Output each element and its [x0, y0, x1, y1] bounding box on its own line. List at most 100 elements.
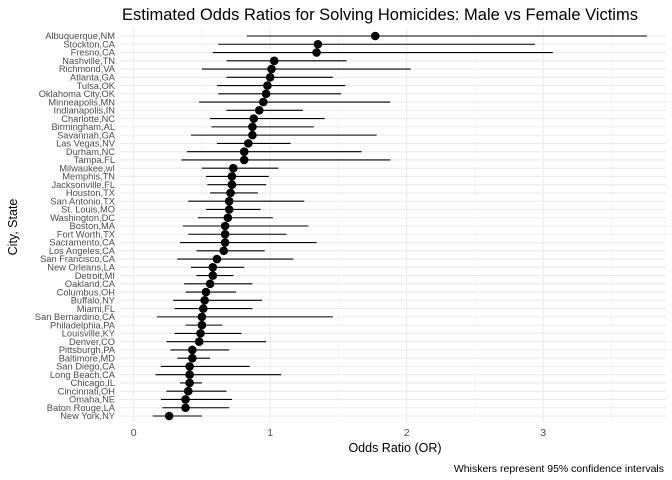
y-tick-label: Birmingham,AL [51, 122, 115, 132]
y-tick-label: Buffalo,NY [71, 296, 115, 306]
y-tick-label: Milwaukee,wI [59, 163, 115, 173]
y-tick-label: Miami,FL [77, 304, 115, 314]
y-tick-label: San Diego,CA [56, 362, 116, 372]
data-point [259, 97, 268, 107]
chart-title: Estimated Odds Ratios for Solving Homici… [122, 6, 638, 24]
data-point [312, 48, 321, 57]
x-tick-label: 1 [267, 427, 273, 439]
data-point [223, 213, 233, 223]
data-point [269, 56, 279, 66]
data-point [185, 362, 194, 371]
data-point [198, 304, 208, 313]
y-tick-label: Louisville,KY [62, 329, 115, 339]
y-tick-label: Baton Rouge,LA [47, 403, 116, 413]
y-tick-label: Columbus,OH [57, 287, 115, 297]
data-point [224, 196, 234, 206]
y-tick-label: Chicago,IL [71, 378, 115, 388]
y-tick-label: San Francisco,CA [40, 254, 116, 264]
data-point [200, 296, 209, 305]
y-tick-label: St. Louis,MO [61, 205, 115, 215]
y-tick-label: New York,NY [60, 411, 115, 421]
data-point [208, 271, 218, 280]
data-point [201, 287, 211, 297]
data-point [313, 39, 323, 49]
y-tick-labels: Albuquerque,NMStockton,CAFresno,CANashvi… [35, 31, 116, 421]
y-tick-label: Omaha,NE [69, 395, 115, 405]
data-point [261, 89, 271, 99]
data-point [267, 64, 276, 74]
data-point [249, 114, 259, 123]
data-point [220, 238, 230, 247]
y-tick-label: Tampa,FL [74, 155, 115, 165]
y-tick-label: San Bernardino,CA [35, 312, 116, 322]
data-point [239, 147, 249, 156]
y-tick-label: Atlanta,GA [70, 73, 116, 83]
data-point [220, 221, 230, 231]
chart-caption: Whiskers represent 95% confidence interv… [454, 463, 664, 475]
y-axis-title: City, State [6, 199, 20, 256]
data-point [265, 73, 275, 82]
data-point [197, 320, 207, 330]
x-tick-label: 3 [540, 427, 546, 439]
y-tick-label: Fort Worth,TX [57, 229, 115, 239]
data-point [164, 411, 174, 421]
y-tick-label: Philadelphia,PA [50, 320, 116, 330]
y-tick-label: Indianapolis,IN [53, 106, 115, 116]
data-point [197, 312, 207, 322]
data-point [220, 229, 230, 239]
y-tick-label: Detroit,MI [75, 271, 115, 281]
y-tick-label: Long Beach,CA [50, 370, 116, 380]
y-tick-label: San Antonio,TX [50, 196, 115, 206]
y-tick-label: Jacksonville,FL [51, 180, 115, 190]
data-point [244, 139, 253, 148]
y-tick-label: Pittsburgh,PA [59, 345, 116, 355]
data-point [181, 403, 190, 413]
y-tick-label: Richmond,VA [59, 64, 116, 74]
data-point [228, 163, 238, 173]
data-points [164, 31, 380, 421]
y-tick-label: Oklahoma City,OK [39, 89, 116, 99]
y-tick-label: New Orleans,LA [47, 263, 115, 273]
x-tick-label: 0 [131, 427, 137, 439]
y-tick-label: Cincinnati,OH [58, 386, 115, 396]
data-point [224, 205, 234, 214]
data-point [212, 254, 222, 264]
y-tick-label: Denver,CO [69, 337, 115, 347]
data-point [194, 337, 204, 346]
data-point [227, 180, 237, 189]
y-tick-label: Tulsa,OK [77, 81, 116, 91]
data-point [219, 246, 229, 256]
data-point [183, 386, 193, 396]
data-point [208, 263, 218, 272]
y-tick-label: Durham,NC [66, 147, 115, 157]
y-tick-label: Los Angeles,CA [49, 246, 116, 256]
y-tick-label: Oakland,CA [65, 279, 116, 289]
y-tick-label: Sacramento,CA [49, 238, 115, 248]
y-tick-label: Stockton,CA [63, 39, 115, 49]
data-point [248, 130, 257, 140]
data-point [254, 106, 264, 115]
data-point [227, 172, 237, 181]
x-tick-label: 2 [404, 427, 410, 439]
data-point [181, 395, 190, 404]
data-point [188, 345, 197, 355]
y-tick-label: Savannah,GA [57, 130, 116, 140]
y-tick-label: Boston,MA [70, 221, 116, 231]
data-point [205, 279, 215, 289]
x-axis-title: Odds Ratio (OR) [348, 441, 441, 455]
y-tick-label: Baltimore,MD [59, 353, 116, 363]
data-point [226, 188, 235, 198]
y-tick-label: Nashville,TN [62, 56, 115, 66]
data-point [370, 31, 380, 41]
data-point [185, 378, 194, 388]
y-tick-label: Las Vegas,NV [56, 139, 116, 149]
y-tick-label: Albuquerque,NM [45, 31, 115, 41]
y-tick-label: Memphis,TN [62, 172, 115, 182]
y-tick-label: Minneapolis,MN [48, 97, 115, 107]
data-point [196, 329, 205, 338]
data-point [248, 122, 257, 132]
data-point [239, 155, 249, 165]
y-tick-label: Charlotte,NC [61, 114, 115, 124]
y-tick-label: Washington,DC [50, 213, 115, 223]
